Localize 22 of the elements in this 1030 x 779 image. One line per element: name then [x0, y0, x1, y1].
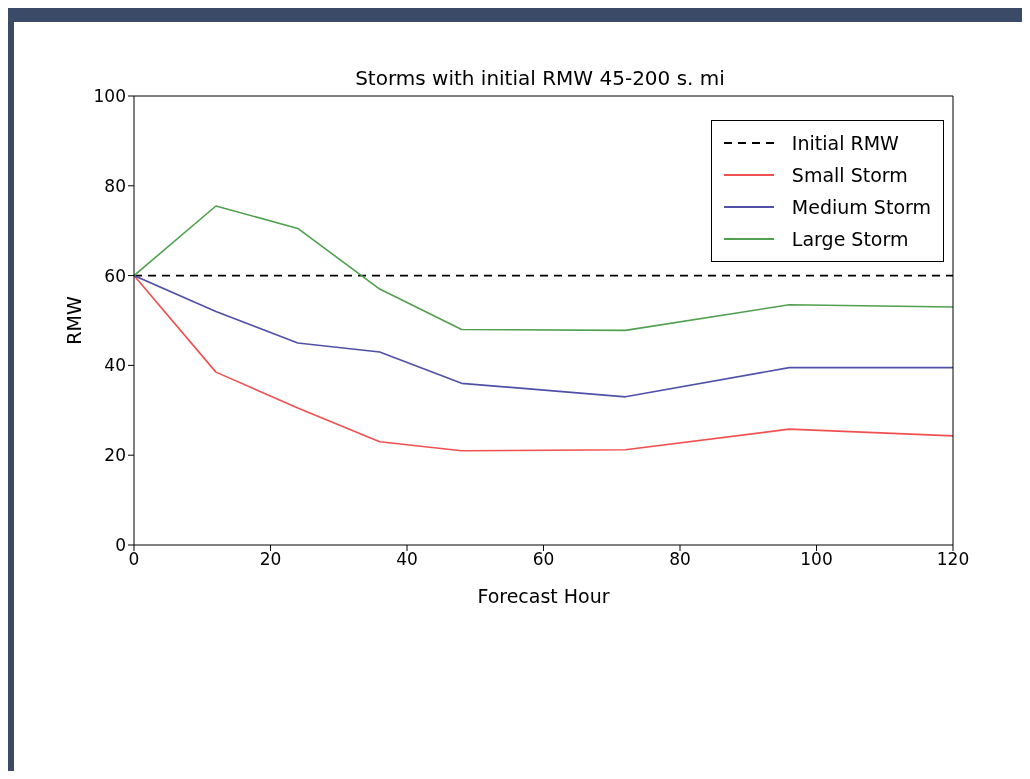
y-tick-label: 60 [104, 265, 126, 286]
legend-label: Large Storm [791, 227, 909, 252]
line-series [134, 274, 953, 452]
line-series [134, 274, 953, 398]
chart-title: Storms with initial RMW 45-200 s. mi [354, 66, 726, 90]
legend-label: Initial RMW [791, 131, 899, 156]
x-tick-label: 100 [800, 549, 833, 570]
y-tick-label: 40 [104, 355, 126, 376]
y-tick-label: 80 [104, 175, 126, 196]
legend-label: Small Storm [791, 163, 908, 188]
x-tick-label: 80 [669, 549, 691, 570]
x-tick-label: 60 [532, 549, 555, 570]
legend-label: Medium Storm [791, 195, 931, 220]
x-tick-label: 40 [396, 549, 418, 570]
y-tick-label: 100 [93, 86, 126, 107]
x-axis-title: Forecast Hour [477, 585, 610, 607]
y-tick-label: 20 [104, 445, 126, 466]
y-tick-label: 0 [115, 535, 126, 556]
x-tick-label: 120 [936, 549, 970, 570]
x-tick-label: 20 [259, 549, 282, 570]
x-tick-label: 0 [128, 549, 140, 570]
y-axis-title: RMW [62, 296, 85, 345]
